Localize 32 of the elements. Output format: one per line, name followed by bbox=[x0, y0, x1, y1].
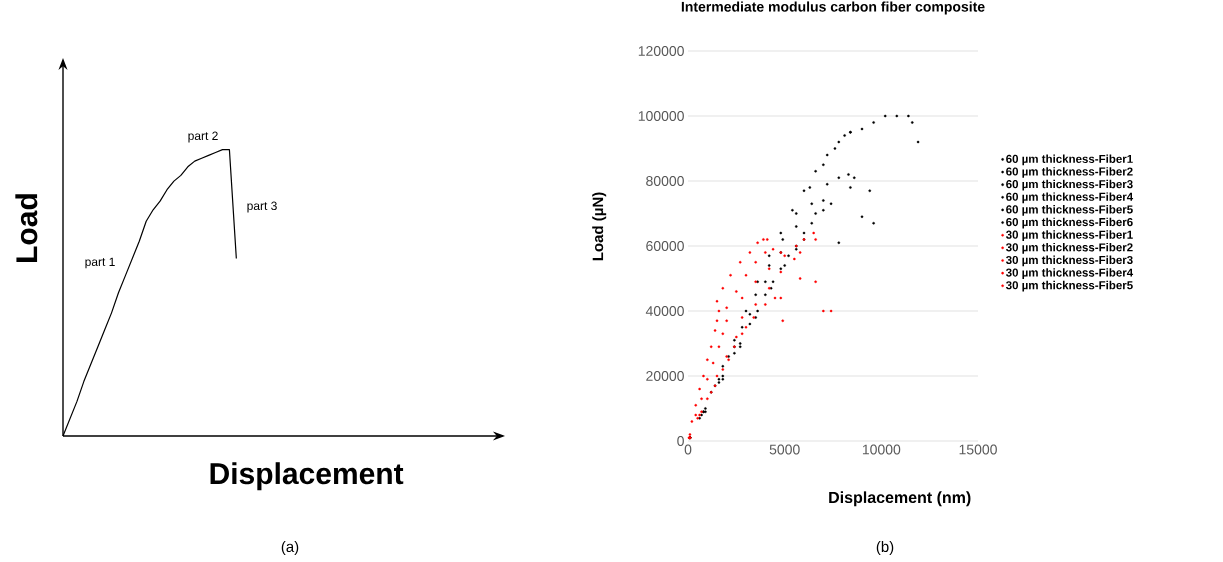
legend-label: 30 µm thickness-Fiber1 bbox=[1005, 230, 1133, 242]
legend-label: 30 µm thickness-Fiber3 bbox=[1005, 255, 1133, 267]
x-tick-label: 15000 bbox=[959, 444, 997, 455]
x-tick-label: 0 bbox=[684, 444, 692, 455]
chart-title: Intermediate modulus carbon fiber composite bbox=[681, 1, 985, 15]
x-axis-title: Displacement (nm) bbox=[829, 491, 971, 507]
annotation: part 1 bbox=[85, 257, 115, 269]
y-tick-label: 100000 bbox=[638, 111, 684, 121]
y-tick-label: 40000 bbox=[645, 306, 684, 316]
y-tick-label: 0 bbox=[677, 436, 684, 446]
legend-label: 60 µm thickness-Fiber3 bbox=[1006, 179, 1133, 191]
legend-label: 30 µm thickness-Fiber4 bbox=[1005, 268, 1134, 279]
y-axis-title: Load bbox=[15, 194, 38, 262]
legend-label: 60 µm thickness-Fiber6 bbox=[1006, 217, 1133, 229]
x-axis-title: Displacement bbox=[210, 462, 404, 491]
legend-label: 60 µm thickness-Fiber5 bbox=[1006, 205, 1133, 216]
y-tick-label: 120000 bbox=[638, 46, 684, 56]
legend-label: 60 µm thickness-Fiber4 bbox=[1006, 192, 1134, 204]
y-tick-label: 20000 bbox=[646, 371, 684, 381]
text: part 2 bbox=[188, 131, 218, 143]
x-tick-label: 5000 bbox=[769, 444, 800, 455]
text: (a) bbox=[281, 541, 299, 555]
y-axis-title: Load (µN) bbox=[592, 192, 607, 261]
y-tick-label: 60000 bbox=[646, 241, 684, 251]
y-tick-label: 80000 bbox=[646, 176, 684, 186]
text: part 3 bbox=[247, 201, 277, 213]
legend-label: 30 µm thickness-Fiber2 bbox=[1005, 242, 1133, 254]
legend-label: 60 µm thickness-Fiber1 bbox=[1006, 154, 1133, 166]
legend-label: 30 µm thickness-Fiber5 bbox=[1005, 280, 1133, 292]
x-tick-label: 10000 bbox=[862, 444, 901, 455]
legend-label: 60 µm thickness-Fiber2 bbox=[1006, 167, 1133, 178]
text: (b) bbox=[876, 541, 894, 555]
